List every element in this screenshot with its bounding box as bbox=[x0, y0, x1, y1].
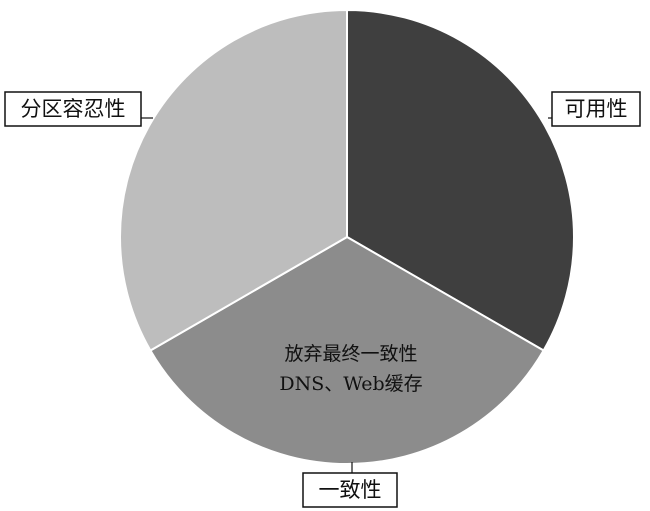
annotation-line: 放弃最终一致性 bbox=[284, 343, 417, 365]
pie-slice bbox=[346, 8, 575, 352]
callout-box bbox=[551, 91, 641, 127]
pie-slice bbox=[119, 8, 348, 352]
annotation-line: DNS、Web缓存 bbox=[279, 373, 422, 395]
slice-annotation: 放弃最终一致性 DNS、Web缓存 bbox=[279, 343, 422, 395]
slice-label: 分区容忍性 bbox=[21, 97, 126, 121]
pie-slices bbox=[119, 8, 575, 466]
callout-box bbox=[302, 472, 398, 508]
slice-label: 一致性 bbox=[319, 478, 382, 502]
callout-box bbox=[4, 91, 142, 127]
slice-label: 可用性 bbox=[565, 97, 628, 121]
